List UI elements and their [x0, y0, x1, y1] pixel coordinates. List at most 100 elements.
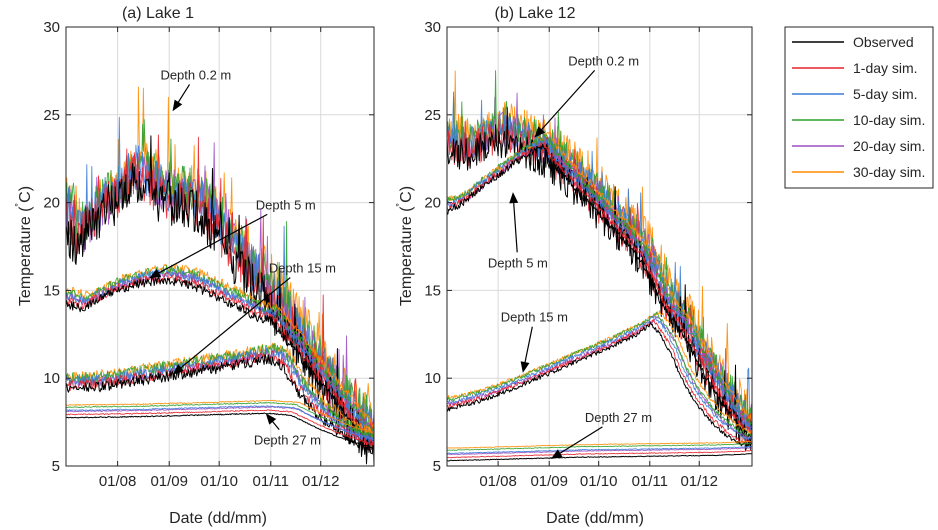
- x-axis-label: Date (dd/mm): [546, 510, 644, 527]
- series-group: [447, 70, 752, 462]
- series-line-10-day-sim-: [66, 342, 374, 439]
- series-line-30-day-sim-: [66, 399, 374, 434]
- series-line-20-day-sim-: [447, 447, 752, 456]
- legend-entry-label: 1-day sim.: [853, 60, 918, 76]
- annotation-arrow-head: [149, 268, 162, 279]
- series-line-10-day-sim-: [66, 401, 374, 437]
- annotation-arrow-shaft: [176, 84, 191, 105]
- series-line-5-day-sim-: [66, 405, 374, 441]
- series-line-10-day-sim-: [447, 311, 752, 437]
- legend-entry-label: 20-day sim.: [853, 138, 925, 154]
- x-tick-label: 01/12: [302, 473, 340, 490]
- series-line-30-day-sim-: [447, 440, 752, 449]
- series-group: [66, 86, 374, 466]
- x-tick-label: 01/12: [680, 473, 718, 490]
- y-axis-label-unit: C): [398, 186, 415, 203]
- series-line-1-day-sim-: [66, 409, 374, 446]
- series-line-observed: [66, 412, 374, 450]
- x-tick-label: 01/10: [200, 473, 238, 490]
- axes-frame: [446, 26, 753, 467]
- y-tick-label: 20: [43, 195, 60, 212]
- legend-entry-label: Observed: [853, 34, 914, 50]
- y-tick-label: 25: [43, 107, 60, 124]
- y-axis-label-unit: C): [17, 186, 34, 203]
- series-line-10-day-sim-: [66, 264, 374, 434]
- annotation-arrow-head: [172, 364, 184, 375]
- y-axis-label: Temperature (˚C): [15, 186, 34, 306]
- annotation-arrow-head: [172, 99, 183, 112]
- series-line-1-day-sim-: [447, 319, 752, 445]
- depth-annotation-label: Depth 5 m: [256, 197, 316, 212]
- series-line-5-day-sim-: [447, 315, 752, 441]
- series-line-1-day-sim-: [447, 449, 752, 459]
- series-line-10-day-sim-: [447, 70, 752, 427]
- y-axis-label-degree: ˚: [15, 203, 27, 207]
- annotation-arrow-head: [550, 449, 563, 459]
- y-axis-label: Temperature (˚C): [396, 186, 415, 306]
- y-tick-label: 10: [424, 370, 441, 387]
- annotation-arrow-head: [265, 413, 277, 425]
- depth-annotation-label: Depth 27 m: [254, 433, 321, 448]
- series-line-observed: [66, 276, 374, 450]
- annotation-arrow-shaft: [523, 326, 533, 366]
- x-tick-label: 01/08: [99, 473, 137, 490]
- legend: Observed 1-day sim. 5-day sim. 10-day sim. 2…: [784, 26, 934, 189]
- annotation-arrow-head: [534, 126, 546, 138]
- depth-annotation-label: Depth 15 m: [501, 310, 568, 325]
- annotation-arrow-shaft: [178, 277, 291, 371]
- y-axis-label-main: Temperature (: [17, 206, 34, 306]
- legend-box: [784, 26, 934, 189]
- y-tick-label: 5: [52, 458, 60, 475]
- series-line-5-day-sim-: [66, 268, 374, 440]
- series-line-10-day-sim-: [447, 442, 752, 451]
- series-line-20-day-sim-: [66, 269, 374, 437]
- depth-annotation-label: Depth 27 m: [585, 410, 652, 425]
- y-tick-label: 30: [43, 19, 60, 36]
- y-axis-label-degree: ˚: [396, 203, 408, 207]
- annotation-arrow-shaft: [512, 200, 518, 253]
- axes-frame: [65, 26, 375, 467]
- y-tick-label: 15: [43, 282, 60, 299]
- series-line-1-day-sim-: [66, 271, 374, 445]
- series-line-20-day-sim-: [447, 316, 752, 441]
- y-tick-label: 25: [424, 107, 441, 124]
- annotation-arrow-shaft: [539, 69, 596, 133]
- panel-lake-1: (a) Lake 1 5 10 15 20 25 30 01/08 01/09 01/10 01/…: [15, 5, 375, 527]
- x-tick-label: 01/10: [580, 473, 618, 490]
- plot-area: 5 10 15 20 25 30 01/08 01/09 01/10 01/11 01/12 Dept…: [424, 19, 753, 490]
- series-line-observed: [447, 143, 752, 440]
- plot-area: 5 10 15 20 25 30 01/08 01/09 01/10 01/11 01/12 Dept…: [43, 19, 375, 490]
- series-line-10-day-sim-: [447, 133, 752, 426]
- x-tick-label: 01/09: [530, 473, 568, 490]
- series-line-observed: [447, 322, 752, 448]
- depth-annotation-label: Depth 0.2 m: [568, 53, 639, 68]
- x-tick-label: 01/08: [479, 473, 517, 490]
- annotation-arrow-shaft: [557, 426, 603, 456]
- annotation-arrow-shaft: [155, 213, 268, 275]
- legend-entry-label: 5-day sim.: [853, 86, 918, 102]
- legend-entry-label: 30-day sim.: [853, 164, 925, 180]
- y-tick-label: 10: [43, 370, 60, 387]
- x-axis-label: Date (dd/mm): [169, 510, 267, 527]
- x-tick-label: 01/11: [253, 473, 289, 490]
- depth-annotation-label: Depth 0.2 m: [160, 67, 231, 82]
- panel-lake-12: (b) Lake 12 5 10 15 20 25 30 01/08 01/09 01/10 01…: [396, 5, 753, 527]
- legend-entry-label: 10-day sim.: [853, 112, 925, 128]
- y-tick-label: 15: [424, 282, 441, 299]
- annotation-arrow-head: [520, 361, 530, 373]
- y-tick-label: 20: [424, 195, 441, 212]
- y-tick-label: 30: [424, 19, 441, 36]
- y-axis-label-main: Temperature (: [398, 206, 415, 306]
- panel-title: (a) Lake 1: [122, 5, 194, 22]
- x-tick-label: 01/09: [150, 473, 188, 490]
- annotation-arrow-head: [509, 192, 519, 204]
- depth-annotation-label: Depth 5 m: [488, 255, 548, 270]
- x-tick-label: 01/11: [632, 473, 668, 490]
- depth-annotation-label: Depth 15 m: [269, 261, 336, 276]
- series-line-5-day-sim-: [447, 445, 752, 455]
- series-line-observed: [447, 453, 752, 462]
- series-line-5-day-sim-: [447, 136, 752, 432]
- y-tick-label: 5: [433, 458, 441, 475]
- panel-title: (b) Lake 12: [495, 5, 576, 22]
